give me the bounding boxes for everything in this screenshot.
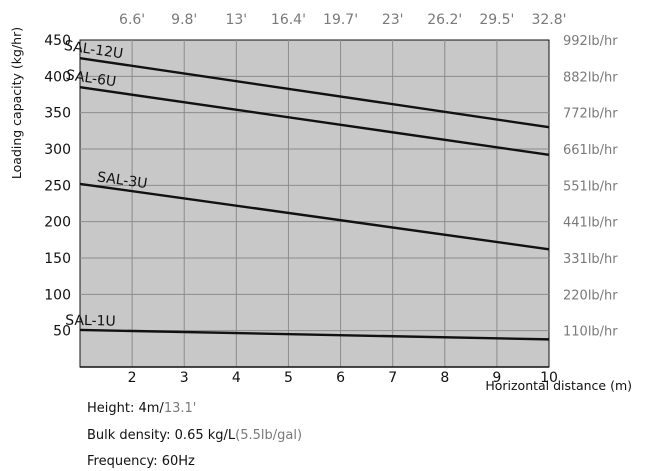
y-axis-title: Loading capacity (kg/hr) bbox=[9, 27, 24, 179]
note-frequency: Frequency: 60Hz bbox=[87, 454, 195, 469]
x-tick-label: 7 bbox=[388, 370, 397, 386]
top-axis-tick-label: 26.2' bbox=[427, 12, 462, 28]
top-axis-tick-label: 23' bbox=[382, 12, 404, 28]
right-axis-tick-label: 331lb/hr bbox=[563, 252, 618, 267]
note-height-main: Height: 4m/ bbox=[87, 401, 164, 416]
y-tick-label: 450 bbox=[44, 33, 71, 49]
x-axis-title: Horizontal distance (m) bbox=[485, 378, 632, 393]
x-tick-label: 3 bbox=[180, 370, 189, 386]
y-tick-label: 100 bbox=[44, 287, 71, 303]
x-tick-label: 9 bbox=[492, 370, 501, 386]
right-axis-tick-label: 551lb/hr bbox=[563, 179, 618, 194]
series-line-sal-6u bbox=[79, 86, 550, 157]
right-axis-tick-label: 992lb/hr bbox=[563, 34, 618, 49]
note-frequency-main: Frequency: 60Hz bbox=[87, 454, 195, 469]
grid-lines bbox=[80, 40, 549, 368]
note-height-secondary: 13.1' bbox=[163, 401, 197, 416]
note-bulk-density-main: Bulk density: 0.65 kg/L bbox=[87, 428, 236, 443]
top-axis-tick-label: 9.8' bbox=[171, 12, 197, 28]
series-lines bbox=[79, 56, 550, 341]
x-tick-label: 4 bbox=[232, 370, 241, 386]
series-line-sal-12u bbox=[79, 56, 550, 129]
top-axis-tick-label: 6.6' bbox=[119, 12, 145, 28]
x-tick-label: 8 bbox=[440, 370, 449, 386]
y-tick-label: 200 bbox=[44, 215, 71, 231]
x-tick-label: 5 bbox=[284, 370, 293, 386]
y-tick-label: 300 bbox=[44, 142, 71, 158]
y-tick-label: 350 bbox=[44, 106, 71, 122]
top-axis-tick-label: 32.8' bbox=[531, 12, 566, 28]
right-axis-tick-label: 772lb/hr bbox=[563, 107, 618, 122]
y-tick-label: 50 bbox=[53, 324, 71, 340]
series-line-sal-1u bbox=[79, 328, 550, 341]
top-axis-tick-label: 16.4' bbox=[271, 12, 306, 28]
top-axis-tick-label: 29.5' bbox=[479, 12, 514, 28]
x-tick-label: 2 bbox=[128, 370, 137, 386]
tick-labels: 2 3 4 5 6 7 8 9 10 50 100 150 200 250 300 350 400 450 6.6'… bbox=[44, 12, 618, 386]
series-label: SAL-6U bbox=[65, 67, 117, 90]
right-axis-tick-label: 220lb/hr bbox=[563, 288, 618, 303]
series-line-sal-3u bbox=[79, 182, 550, 251]
series-label: SAL-1U bbox=[65, 313, 116, 330]
note-height: Height: 4m/13.1' bbox=[87, 401, 196, 416]
series-label: SAL-3U bbox=[96, 169, 148, 192]
right-axis-tick-label: 661lb/hr bbox=[563, 143, 618, 158]
x-tick-label: 10 bbox=[540, 370, 558, 386]
right-axis-tick-label: 110lb/hr bbox=[563, 325, 618, 340]
note-bulk-density-secondary: (5.5lb/gal) bbox=[235, 428, 303, 443]
right-axis-tick-label: 882lb/hr bbox=[563, 70, 618, 85]
y-tick-label: 150 bbox=[44, 251, 71, 267]
top-axis-tick-label: 13' bbox=[225, 12, 247, 28]
x-tick-label: 6 bbox=[336, 370, 345, 386]
top-axis-tick-label: 19.7' bbox=[323, 12, 358, 28]
note-bulk-density: Bulk density: 0.65 kg/L(5.5lb/gal) bbox=[87, 428, 302, 443]
y-tick-label: 400 bbox=[44, 69, 71, 85]
right-axis-tick-label: 441lb/hr bbox=[563, 216, 618, 231]
plot-area bbox=[79, 39, 550, 368]
y-tick-label: 250 bbox=[44, 178, 71, 194]
